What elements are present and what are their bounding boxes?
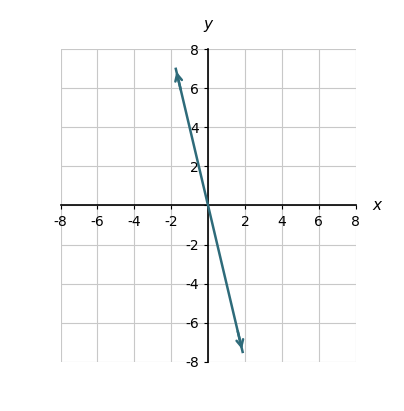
Text: x: x bbox=[372, 198, 381, 213]
Text: y: y bbox=[204, 17, 213, 32]
